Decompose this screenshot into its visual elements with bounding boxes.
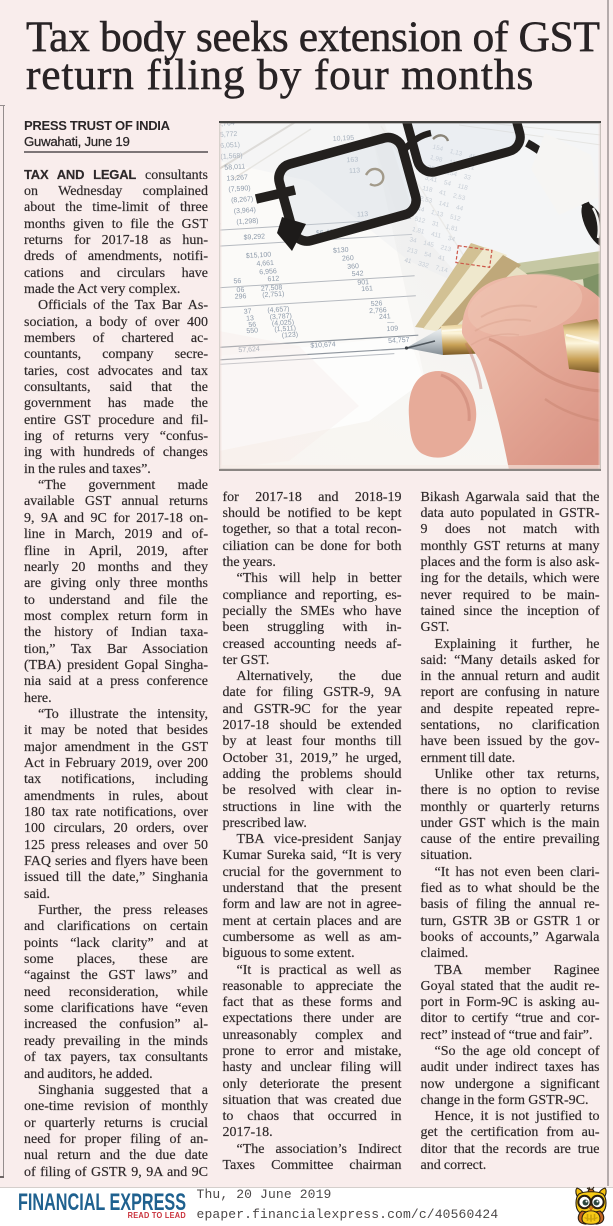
svg-text:(4,025): (4,025) (272, 319, 295, 327)
svg-text:(1,568): (1,568) (220, 153, 243, 161)
svg-text:—: — (387, 319, 394, 326)
svg-text:241: 241 (379, 313, 391, 321)
svg-text:$9,292: $9,292 (243, 233, 265, 241)
svg-text:54,757: 54,757 (388, 337, 410, 345)
svg-text:(1,511): (1,511) (274, 325, 296, 333)
svg-text:161: 161 (361, 285, 373, 293)
svg-text:13: 13 (246, 315, 254, 322)
svg-text:113: 113 (357, 211, 369, 219)
svg-text:06: 06 (236, 287, 244, 294)
svg-text:113: 113 (349, 167, 361, 175)
svg-text:6,956: 6,956 (259, 268, 277, 276)
svg-text:57,624: 57,624 (238, 346, 260, 354)
svg-text:550: 550 (246, 327, 258, 335)
svg-text:(4,657): (4,657) (267, 306, 290, 314)
svg-text:901: 901 (357, 279, 369, 287)
svg-text:612: 612 (267, 276, 279, 284)
svg-text:163: 163 (346, 157, 358, 165)
svg-text:27,508: 27,508 (261, 284, 283, 292)
svg-text:260: 260 (342, 255, 354, 263)
svg-text:(1,298): (1,298) (236, 218, 259, 226)
svg-text:$10,674: $10,674 (310, 341, 336, 350)
svg-text:109: 109 (386, 325, 398, 333)
svg-text:$130: $130 (333, 247, 349, 255)
svg-text:360: 360 (347, 263, 359, 271)
svg-text:542: 542 (352, 270, 364, 278)
svg-text:(8,267): (8,267) (231, 196, 254, 204)
svg-text:10,195: 10,195 (333, 135, 355, 143)
svg-text:4,661: 4,661 (256, 260, 274, 268)
svg-text:$15,772: $15,772 (219, 131, 238, 140)
svg-text:13,267: 13,267 (226, 174, 248, 182)
svg-text:2,766: 2,766 (369, 307, 387, 315)
svg-text:(2,751): (2,751) (262, 291, 285, 299)
svg-text:58,011: 58,011 (224, 163, 245, 171)
svg-text:4,764: 4,764 (219, 121, 235, 128)
svg-text:(7,590): (7,590) (228, 185, 251, 193)
svg-text:526: 526 (371, 300, 383, 308)
svg-text:56: 56 (233, 278, 241, 285)
svg-text:(3,787): (3,787) (270, 313, 293, 321)
svg-text:37: 37 (244, 308, 252, 315)
svg-text:(3,964): (3,964) (234, 207, 257, 215)
svg-text:(123): (123) (282, 332, 299, 340)
svg-text:56: 56 (248, 322, 256, 329)
svg-text:(6,051): (6,051) (219, 142, 240, 150)
svg-text:296: 296 (235, 293, 247, 301)
svg-text:$15,100: $15,100 (246, 252, 272, 261)
